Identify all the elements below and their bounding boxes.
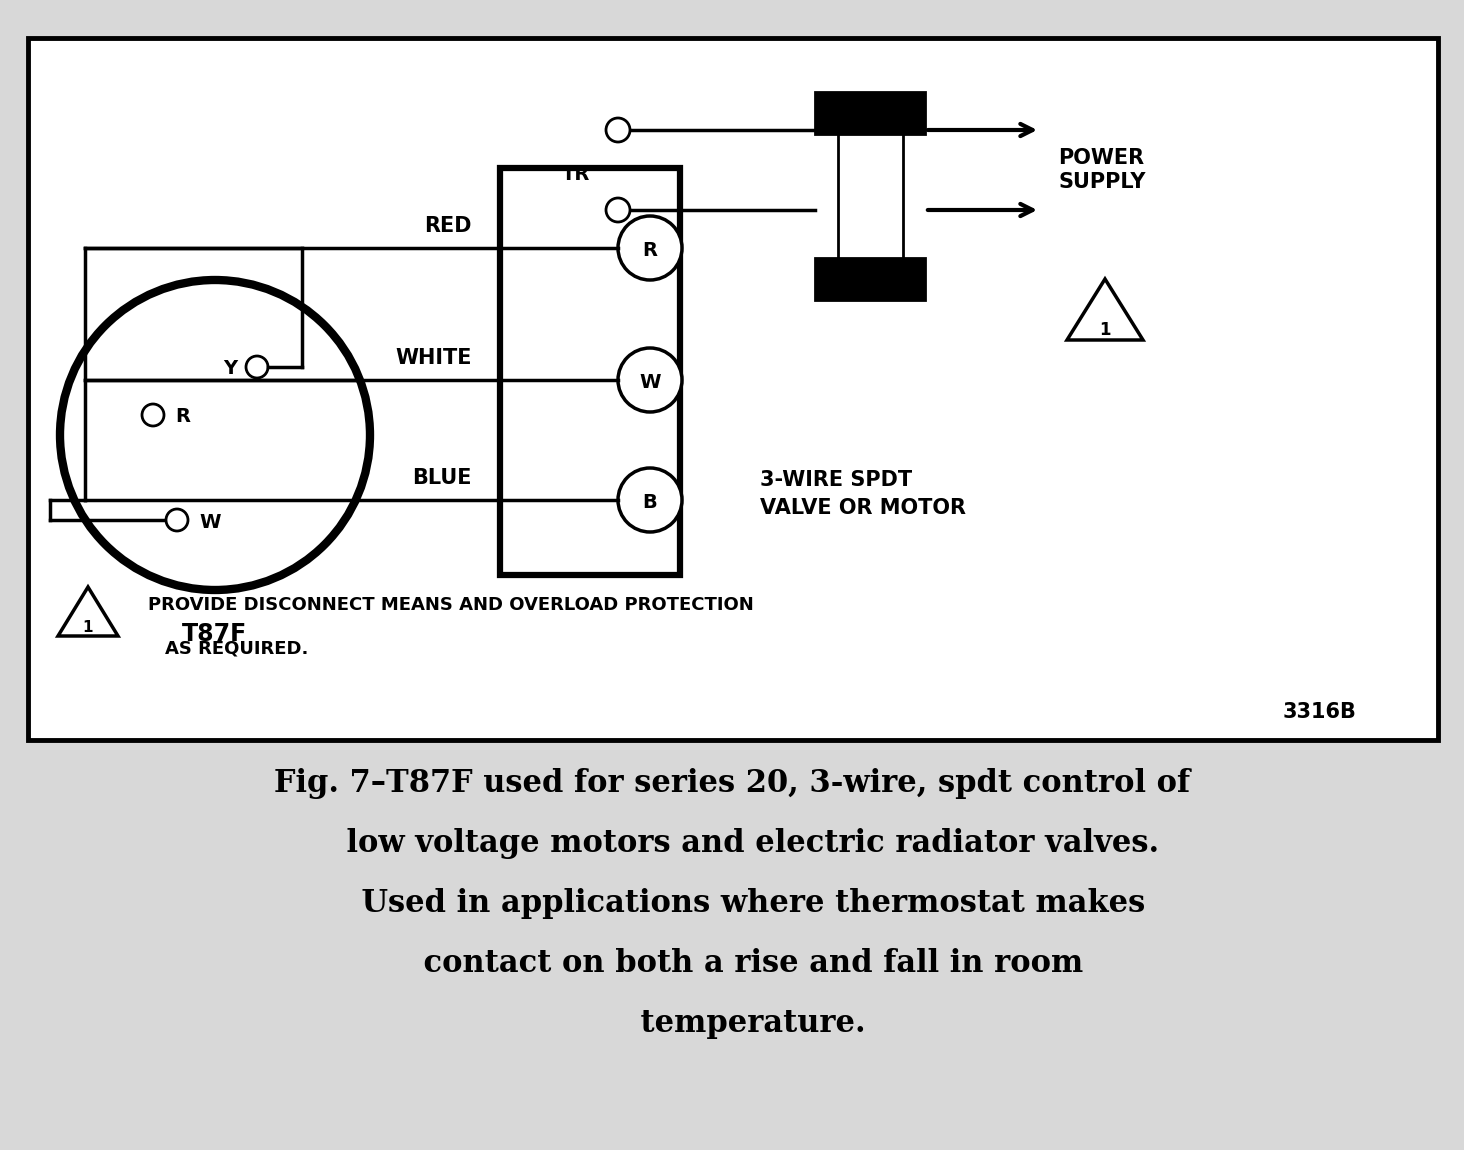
Text: POWER
SUPPLY: POWER SUPPLY — [1058, 148, 1145, 192]
Polygon shape — [1067, 279, 1143, 340]
Text: PROVIDE DISCONNECT MEANS AND OVERLOAD PROTECTION: PROVIDE DISCONNECT MEANS AND OVERLOAD PR… — [148, 596, 754, 614]
Text: R: R — [643, 240, 657, 260]
Bar — [837, 135, 903, 258]
Text: W: W — [199, 513, 221, 531]
Text: TR: TR — [562, 164, 590, 184]
Text: BLUE: BLUE — [413, 468, 471, 488]
Bar — [28, 38, 1438, 739]
Text: 3-WIRE SPDT
VALVE OR MOTOR: 3-WIRE SPDT VALVE OR MOTOR — [760, 470, 966, 518]
Bar — [815, 258, 925, 300]
Polygon shape — [59, 586, 119, 636]
Circle shape — [60, 279, 370, 590]
Text: B: B — [643, 492, 657, 512]
Circle shape — [246, 356, 268, 378]
Text: 1: 1 — [1099, 321, 1111, 339]
Text: W: W — [640, 373, 660, 391]
Text: 1: 1 — [83, 621, 94, 636]
Circle shape — [606, 118, 630, 141]
Circle shape — [618, 216, 682, 279]
Circle shape — [618, 348, 682, 412]
Text: contact on both a rise and fall in room: contact on both a rise and fall in room — [381, 948, 1083, 979]
Text: AS REQUIRED.: AS REQUIRED. — [165, 639, 309, 657]
Text: Y: Y — [223, 360, 237, 378]
Text: low voltage motors and electric radiator valves.: low voltage motors and electric radiator… — [305, 828, 1159, 859]
Circle shape — [165, 509, 187, 531]
Text: temperature.: temperature. — [599, 1009, 865, 1038]
Bar — [815, 92, 925, 135]
Text: R: R — [176, 407, 190, 427]
Text: T87F: T87F — [183, 622, 247, 646]
Text: RED: RED — [425, 216, 471, 236]
Circle shape — [618, 468, 682, 532]
Circle shape — [142, 404, 164, 426]
Bar — [501, 168, 679, 575]
Text: Fig. 7–T87F used for series 20, 3-wire, spdt control of: Fig. 7–T87F used for series 20, 3-wire, … — [274, 768, 1190, 799]
Text: Used in applications where thermostat makes: Used in applications where thermostat ma… — [319, 888, 1145, 919]
Circle shape — [606, 198, 630, 222]
Text: WHITE: WHITE — [395, 348, 471, 368]
Text: 3316B: 3316B — [1282, 702, 1357, 722]
